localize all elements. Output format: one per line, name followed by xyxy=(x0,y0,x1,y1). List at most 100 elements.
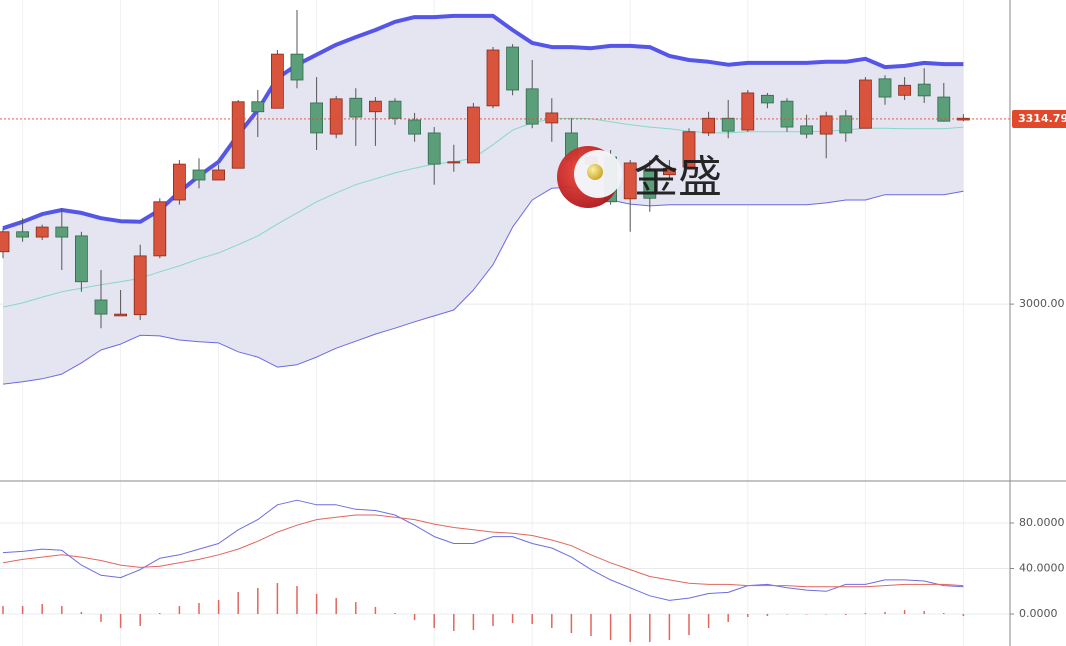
candle-body xyxy=(682,131,696,168)
histogram-bar xyxy=(237,592,239,615)
indicator-line xyxy=(2,499,964,601)
band-layer xyxy=(2,13,964,385)
y-tick-label: 80.0000 xyxy=(1019,516,1065,529)
watermark-logo: 金盛 xyxy=(557,146,722,208)
histogram-bar xyxy=(80,611,83,615)
histogram-bar xyxy=(786,614,788,615)
histogram-bar xyxy=(943,612,945,615)
candle-body xyxy=(75,235,88,283)
histogram-bar xyxy=(21,606,24,615)
histogram-bar xyxy=(825,614,827,615)
last-price-label: 3314.790 xyxy=(1018,112,1066,125)
candle-body xyxy=(290,53,304,81)
band-fill xyxy=(3,15,964,385)
candle-body xyxy=(270,53,284,109)
watermark-text: 金盛 xyxy=(634,152,722,203)
candle-body xyxy=(702,117,715,134)
candle-body xyxy=(94,299,108,315)
histogram-bar xyxy=(668,614,671,641)
histogram-bar xyxy=(61,606,63,615)
histogram-bar xyxy=(257,587,259,615)
histogram-bar xyxy=(217,600,220,615)
histogram-bar xyxy=(766,614,769,617)
histogram-bar xyxy=(2,606,4,615)
y-tick-label: 40.0000 xyxy=(1019,561,1065,574)
logo-ball xyxy=(587,164,603,180)
candle-body xyxy=(35,226,49,238)
histogram-bar xyxy=(315,593,318,615)
candle-body xyxy=(623,162,637,200)
histogram-bar xyxy=(178,606,181,615)
indicator-line xyxy=(2,514,964,588)
band-lower xyxy=(2,186,964,385)
histogram-bar xyxy=(355,602,357,615)
histogram-bar xyxy=(688,614,690,636)
candle-body xyxy=(388,100,402,119)
candle-body xyxy=(408,119,422,135)
candle-body xyxy=(329,98,343,135)
candle-body xyxy=(310,102,324,134)
candle-body xyxy=(898,84,911,96)
candle-body xyxy=(114,313,127,317)
candle-body xyxy=(368,100,382,113)
histogram-bar xyxy=(453,614,455,631)
candle-body xyxy=(0,231,10,253)
histogram-bar xyxy=(707,614,710,629)
last-price-box xyxy=(1012,109,1066,128)
histogram-bar xyxy=(511,614,514,624)
histogram-bar xyxy=(609,614,612,641)
candle-body xyxy=(839,115,853,134)
candle-body xyxy=(878,78,892,98)
candle-body xyxy=(780,100,794,128)
histogram-bar xyxy=(629,614,631,643)
candle-body xyxy=(153,201,167,257)
histogram-bar xyxy=(805,614,808,615)
histogram-bar xyxy=(472,614,475,631)
histogram-bar xyxy=(276,583,279,615)
candle-body xyxy=(937,96,951,122)
histogram-bar xyxy=(100,614,102,622)
candle-body xyxy=(231,101,245,169)
histogram-bar xyxy=(747,614,749,617)
candle-body xyxy=(741,92,755,131)
candle-body xyxy=(16,231,30,238)
y-tick-label: 3000.00 xyxy=(1019,297,1065,310)
histogram-bar xyxy=(845,614,847,616)
candle-body xyxy=(447,161,461,164)
histogram-bar xyxy=(903,610,906,615)
candle-body xyxy=(212,169,226,181)
histogram-bar xyxy=(335,597,337,615)
candle-body xyxy=(800,125,813,135)
candle-body xyxy=(133,255,147,316)
axis-layer: 3000.00 3314.790 80.0000 40.0000 0.0000 xyxy=(1010,109,1066,620)
candle-body xyxy=(506,46,520,91)
candle-body xyxy=(819,115,833,135)
histogram-bar xyxy=(884,611,886,615)
candle-body xyxy=(55,226,69,238)
histogram-bar xyxy=(413,614,416,621)
candle-body xyxy=(957,117,970,121)
histogram-bar xyxy=(198,602,200,615)
candle-body xyxy=(486,49,500,107)
histogram-bar xyxy=(923,611,925,615)
histogram-bar xyxy=(649,614,651,643)
candle-body xyxy=(545,112,559,124)
candle-body xyxy=(663,167,676,176)
histogram-bar xyxy=(433,614,435,629)
histogram-bar xyxy=(727,614,729,622)
histogram-bar xyxy=(570,614,573,634)
histogram-bar xyxy=(962,614,965,617)
candle-body xyxy=(427,132,441,165)
candle-body xyxy=(172,163,186,201)
histogram-bar xyxy=(139,614,141,626)
candle-body xyxy=(349,97,363,118)
histogram-bar xyxy=(374,606,377,615)
histogram-bar xyxy=(492,614,494,626)
histogram-bar xyxy=(394,612,396,615)
histogram-bar xyxy=(119,614,122,629)
candle-body xyxy=(251,101,265,113)
histogram-bar xyxy=(41,604,43,615)
histogram-bar xyxy=(296,586,298,615)
